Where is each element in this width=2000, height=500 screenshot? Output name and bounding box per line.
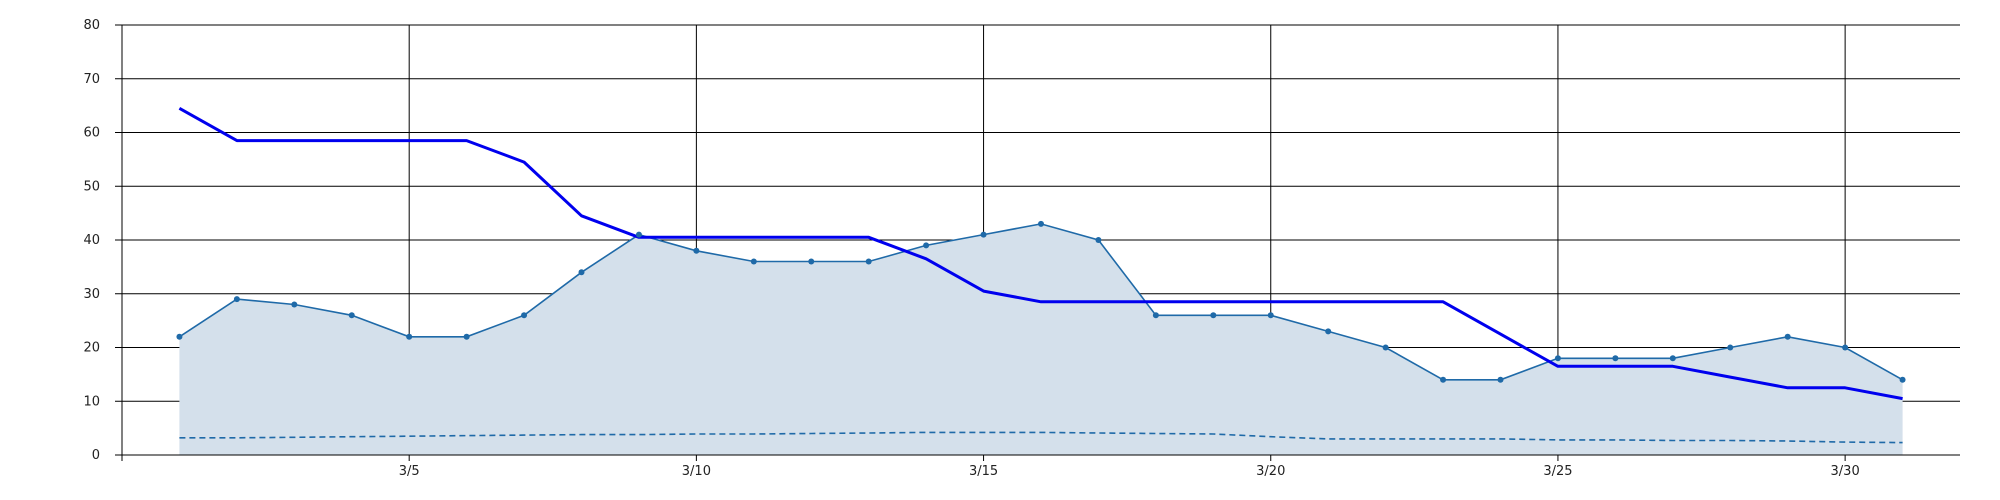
x-tick-label: 3/5 [399,464,420,479]
x-tick-label: 3/10 [682,464,711,479]
tick-labels: 0 10 20 30 40 50 60 70 80 3/5 3/10 3/15 3/20 3/25 3/30 [83,18,1859,479]
data-point [1210,312,1217,319]
data-point [1038,220,1044,227]
data-point [1554,355,1561,362]
data-point [1669,355,1676,362]
area-fill [179,223,1903,455]
data-point [635,231,642,238]
y-tick-label: 0 [92,448,100,463]
data-point [1842,344,1849,351]
data-point [1095,237,1102,243]
data-point [1784,333,1791,340]
data-point [923,242,930,249]
x-tick-label: 3/25 [1543,464,1572,479]
data-point [1382,344,1389,351]
data-point [1267,312,1274,319]
data-point [1727,344,1734,351]
data-point [233,296,240,303]
data-point [348,312,355,319]
data-point [1497,376,1504,383]
data-point [1152,312,1159,319]
data-point [980,231,987,238]
x-tick-label: 3/30 [1831,464,1860,479]
data-point [750,258,757,265]
y-tick-label: 10 [83,394,100,409]
data-point [1440,376,1447,383]
y-tick-label: 30 [83,287,100,302]
marker-layer [176,220,1906,383]
data-point [406,333,413,340]
x-tick-label: 3/20 [1256,464,1285,479]
x-tick-label: 3/15 [969,464,998,479]
y-tick-label: 20 [83,341,100,356]
data-point [176,333,183,340]
data-point [291,301,298,308]
axes [115,24,1960,461]
data-point [578,269,585,276]
data-point [865,258,872,265]
data-point [808,258,815,265]
data-point [1325,328,1332,335]
data-point [693,247,700,254]
data-point [1899,376,1906,383]
y-tick-label: 60 [83,126,100,141]
y-tick-label: 50 [83,179,100,194]
y-tick-label: 80 [83,18,100,33]
data-point [463,333,470,340]
data-point [521,312,528,319]
data-point [1612,355,1619,362]
y-tick-label: 70 [83,72,100,87]
dashed-series-line [179,431,1903,444]
area-series-layer [179,223,1903,455]
y-tick-label: 40 [83,233,100,248]
solid-series-line [178,106,1903,401]
